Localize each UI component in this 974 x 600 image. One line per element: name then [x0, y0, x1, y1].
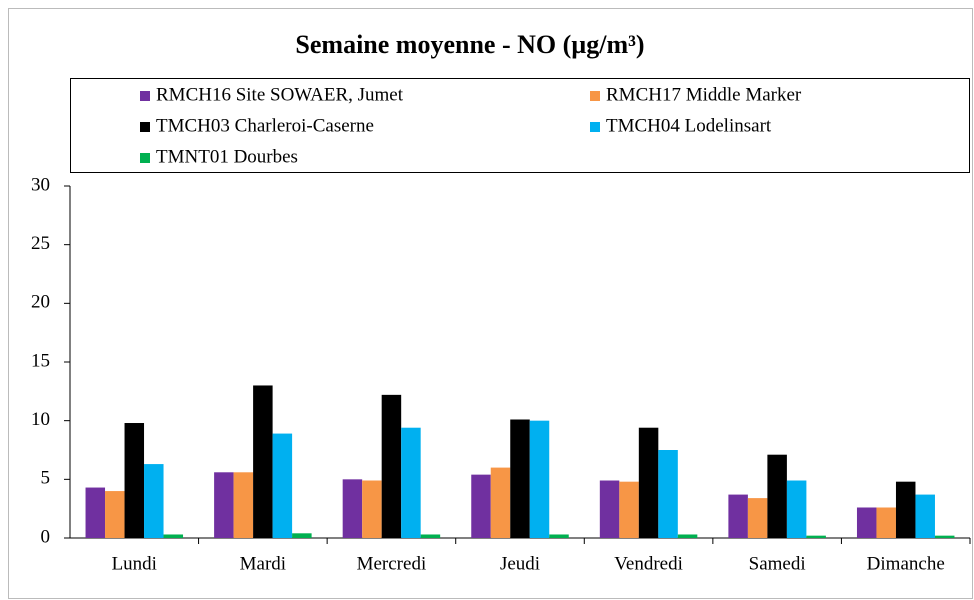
x-tick-label: Mercredi: [357, 553, 427, 574]
x-tick-label: Samedi: [749, 553, 806, 574]
bar: [163, 534, 184, 538]
bar: [420, 534, 441, 538]
bar: [85, 487, 106, 538]
bar: [747, 498, 768, 538]
y-tick-label: 10: [31, 409, 50, 430]
bar: [381, 394, 402, 538]
legend-swatch: [590, 122, 600, 132]
bar: [144, 464, 164, 538]
bar: [529, 420, 550, 538]
bar: [471, 474, 491, 538]
x-tick-label: Mardi: [240, 553, 286, 574]
x-tick-label: Dimanche: [867, 553, 945, 574]
bar: [105, 491, 125, 538]
y-tick-label: 30: [31, 174, 50, 195]
bar: [490, 467, 511, 538]
bar: [786, 480, 807, 538]
legend-swatch: [140, 91, 150, 101]
bar: [934, 535, 955, 538]
bar: [806, 535, 826, 538]
legend-label: RMCH17 Middle Marker: [606, 84, 802, 105]
x-tick-label: Jeudi: [500, 553, 540, 574]
bar: [658, 450, 678, 538]
bar: [272, 433, 293, 538]
bar: [401, 427, 421, 538]
bar: [638, 427, 659, 538]
bar: [214, 472, 234, 538]
legend-swatch: [140, 153, 150, 163]
bar: [915, 494, 935, 538]
legend-swatch: [590, 91, 600, 101]
x-tick-label: Lundi: [112, 553, 157, 574]
bar: [510, 419, 530, 538]
chart-title: Semaine moyenne - NO (µg/m³): [295, 30, 644, 59]
bar: [728, 494, 748, 538]
y-tick-label: 20: [31, 292, 50, 313]
legend-box: [70, 78, 970, 173]
bar: [233, 472, 254, 538]
y-tick-label: 15: [31, 350, 50, 371]
x-tick-label: Vendredi: [614, 553, 683, 574]
y-tick-label: 5: [41, 468, 51, 489]
bar: [549, 534, 569, 538]
legend-label: RMCH16 Site SOWAER, Jumet: [156, 84, 404, 105]
y-tick-label: 0: [41, 526, 51, 547]
bar: [767, 454, 787, 538]
legend-swatch: [140, 122, 150, 132]
bar: [599, 480, 620, 538]
bar: [856, 507, 877, 538]
bar: [253, 385, 273, 538]
bar: [619, 481, 639, 538]
chart-border: [8, 8, 973, 599]
bar: [677, 534, 698, 538]
legend-label: TMCH04 Lodelinsart: [606, 115, 772, 136]
bar: [124, 423, 145, 538]
bar: [342, 479, 363, 538]
bar: [876, 507, 896, 538]
bar: [895, 481, 916, 538]
bar: [362, 480, 382, 538]
y-tick-label: 25: [31, 233, 50, 254]
bar: [292, 533, 312, 538]
legend-label: TMNT01 Dourbes: [156, 146, 298, 167]
legend-label: TMCH03 Charleroi-Caserne: [156, 115, 374, 136]
